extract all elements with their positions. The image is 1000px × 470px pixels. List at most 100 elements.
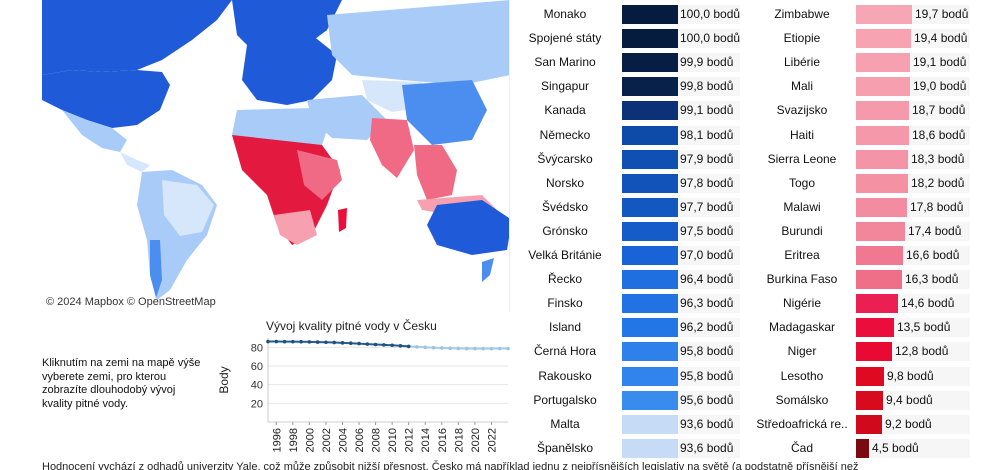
country-name: Eritrea [784,248,820,262]
x-tick-label: 2006 [354,428,366,452]
score-value: 93,6 bodů [680,416,734,431]
left-ranking-row[interactable]: Island 96,2 bodů [512,315,740,339]
right-ranking-row[interactable]: Sierra Leone 18,3 bodů [752,147,970,171]
score-value: 95,6 bodů [680,392,734,407]
right-ranking-row[interactable]: Haiti 18,6 bodů [752,123,970,147]
country-name: Spojené státy [528,31,602,46]
score-bar [856,270,902,290]
right-ranking-row[interactable]: Mali 19,0 bodů [752,74,970,98]
right-ranking-row[interactable]: Eritrea 16,6 bodů [752,243,970,267]
bar-track [856,438,970,458]
data-point [307,340,312,344]
country-name: Malta [550,416,580,431]
left-ranking-row[interactable]: Spojené státy 100,0 bodů [512,26,740,50]
trend-chart[interactable]: Vývoj kvality pitné vody v Česku 20 40 60 8… [212,316,512,470]
region-australia [427,200,509,255]
score-value: 18,7 bodů [912,103,966,118]
score-value: 100,0 bodů [680,7,741,21]
country-name: Norsko [545,175,584,190]
left-ranking-row[interactable]: Singapur 99,8 bodů [512,74,740,98]
map-canvas[interactable] [42,0,510,312]
right-ranking-row[interactable]: Etiopie 19,4 bodů [752,26,970,50]
right-ranking-row[interactable]: Nigérie 14,6 bodů [752,291,970,315]
region-middle-east [307,95,387,140]
left-ranking-row[interactable]: Řecko 96,4 bodů [512,267,740,291]
country-name: Středoafrická re.. [756,416,848,431]
data-point [506,346,510,351]
left-ranking-row[interactable]: Německo 98,1 bodů [512,123,740,147]
left-ranking-row[interactable]: Finsko 96,3 bodů [512,291,740,315]
world-choropleth-map[interactable] [42,0,510,312]
score-bar [622,5,678,24]
data-point [382,343,386,347]
country-name: Singapur [540,79,590,94]
score-value: 9,4 bodů [886,392,933,407]
score-bar [856,438,869,458]
score-bar [856,246,903,265]
x-tick-label: 2018 [453,428,465,452]
score-value: 97,5 bodů [680,223,734,238]
score-value: 100,0 bodů [680,31,741,46]
score-bar [856,414,882,434]
right-ranking-row[interactable]: Burkina Faso 16,3 bodů [752,267,970,291]
region-canada [42,0,232,75]
score-bar [856,173,908,193]
right-ranking-row[interactable]: Niger 12,8 bodů [752,339,970,363]
right-ranking-row[interactable]: Libérie 19,1 bodů [752,50,970,74]
left-ranking-row[interactable]: Rakousko 95,8 bodů [512,364,740,388]
country-name: San Marino [534,55,596,70]
left-ranking-row[interactable]: Norsko 97,8 bodů [512,171,740,195]
x-tick-label: 2016 [437,428,449,452]
score-bar [856,53,910,73]
right-ranking-row[interactable]: Středoafrická re.. 9,2 bodů [752,412,970,436]
right-ranking-row[interactable]: Lesotho 9,8 bodů [752,364,970,388]
data-point [406,344,411,349]
country-name: Etiopie [783,31,821,46]
trend-chart-canvas[interactable]: 20 40 60 80 Body 1996 1998 2000 2002 2004 2006 2008… [212,316,512,470]
left-ranking-row[interactable]: Španělsko 93,6 bodů [512,436,740,460]
country-name: Mali [790,79,813,94]
score-bar [622,29,678,49]
score-bar [856,318,894,338]
score-bar [622,342,678,362]
score-value: 19,7 bodů [915,7,969,21]
data-point [489,346,494,351]
map-attribution[interactable]: © 2024 Mapbox © OpenStreetMap [46,296,216,308]
left-ranking-row[interactable]: Portugalsko 95,6 bodů [512,388,740,412]
score-bar [622,270,678,290]
left-ranking-row[interactable]: San Marino 99,9 bodů [512,50,740,74]
bar-track [856,366,970,386]
left-ranking-row[interactable]: Černá Hora 95,8 bodů [512,339,740,363]
left-ranking-row[interactable]: Velká Británie 97,0 bodů [512,243,740,267]
score-value: 4,5 bodů [872,440,919,455]
right-ranking-row[interactable]: Madagaskar 13,5 bodů [752,315,970,339]
score-bar [622,173,678,193]
left-ranking-row[interactable]: Kanada 99,1 bodů [512,98,740,122]
left-ranking-row[interactable]: Grónsko 97,5 bodů [512,219,740,243]
data-point [274,339,279,344]
right-ranking-row[interactable]: Togo 18,2 bodů [752,171,970,195]
right-ranking-row[interactable]: Somálsko 9,4 bodů [752,388,970,412]
right-ranking-row[interactable]: Svazijsko 18,7 bodů [752,98,970,122]
right-ranking-row[interactable]: Zimbabwe 19,7 bodů [752,2,970,26]
region-india [370,118,414,178]
data-point [373,342,378,347]
left-ranking-row[interactable]: Švýcarsko 97,9 bodů [512,147,740,171]
score-bar [622,53,678,73]
data-point [473,346,477,351]
x-tick-label: 1998 [288,428,300,452]
score-value: 97,9 bodů [680,151,734,166]
left-ranking-row[interactable]: Monako 100,0 bodů [512,2,740,26]
bar-track [856,414,970,434]
data-point [456,346,461,351]
left-ranking-row[interactable]: Švédsko 97,7 bodů [512,195,740,219]
right-ranking-row[interactable]: Čad 4,5 bodů [752,436,970,460]
x-tick-label: 2010 [387,428,399,452]
data-point [481,346,485,351]
score-bar [622,101,678,121]
left-ranking-row[interactable]: Malta 93,6 bodů [512,412,740,436]
right-ranking-row[interactable]: Malawi 17,8 bodů [752,195,970,219]
x-tick-label: 2020 [470,428,482,452]
x-tick-label: 2022 [486,428,498,452]
right-ranking-row[interactable]: Burundi 17,4 bodů [752,219,970,243]
